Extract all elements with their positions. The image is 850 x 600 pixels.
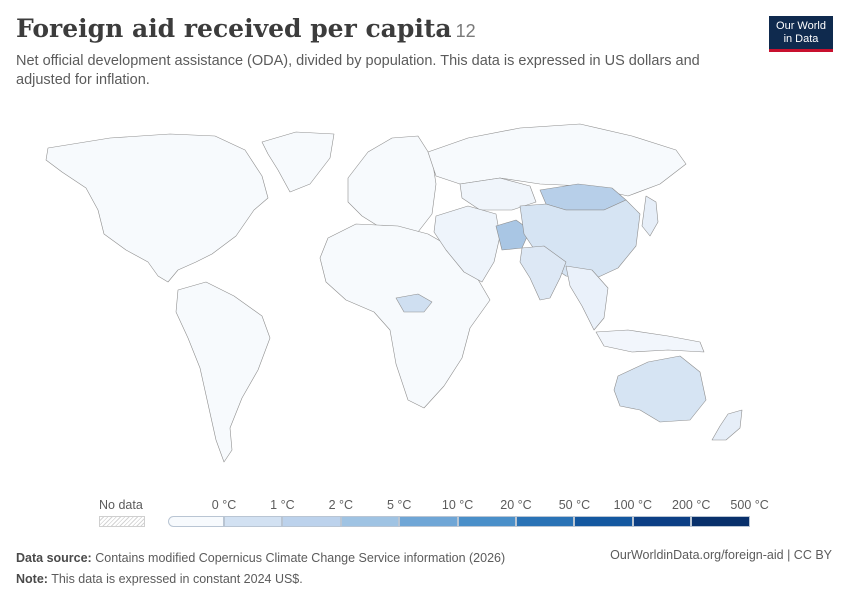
footer-sources: Data source: Contains modified Copernicu… bbox=[16, 548, 505, 590]
chart-title: Foreign aid received per capita 12 bbox=[16, 14, 476, 43]
map-region-greenland[interactable] bbox=[261, 131, 335, 193]
title-count: 12 bbox=[455, 21, 476, 41]
legend-tick-label: 100 °C bbox=[613, 498, 652, 512]
legend-bin[interactable] bbox=[691, 516, 750, 527]
legend-tick-label: 0 °C bbox=[211, 498, 237, 512]
owid-logo[interactable]: Our World in Data bbox=[769, 16, 833, 52]
data-source-text: Contains modified Copernicus Climate Cha… bbox=[95, 551, 506, 565]
map-region-new-zealand[interactable] bbox=[711, 409, 743, 441]
note-line: Note: This data is expressed in constant… bbox=[16, 569, 505, 590]
country-shapes bbox=[45, 123, 743, 463]
legend-bin[interactable] bbox=[632, 516, 692, 527]
map-region-india[interactable] bbox=[519, 245, 567, 301]
map-region-europe[interactable] bbox=[347, 135, 437, 237]
legend-tick-label: 20 °C bbox=[500, 498, 532, 512]
map-region-kazakhstan[interactable] bbox=[459, 177, 537, 211]
map-region-australia[interactable] bbox=[613, 355, 707, 423]
legend-tick-label: 5 °C bbox=[386, 498, 412, 512]
data-source-label: Data source: bbox=[16, 551, 92, 565]
legend-tick-label: 500 °C bbox=[730, 498, 769, 512]
map-region-southeast-asia[interactable] bbox=[565, 265, 609, 331]
legend-no-data-swatch bbox=[99, 516, 145, 527]
map-region-central-african-republic[interactable] bbox=[395, 293, 433, 313]
legend-bin[interactable] bbox=[399, 516, 458, 527]
legend-bin[interactable] bbox=[224, 516, 283, 527]
map-region-middle-east[interactable] bbox=[433, 205, 501, 283]
chart-subtitle: Net official development assistance (ODA… bbox=[16, 53, 700, 88]
note-text: This data is expressed in constant 2024 … bbox=[51, 572, 303, 586]
map-region-indonesia[interactable] bbox=[595, 329, 705, 353]
legend-tick-label: 200 °C bbox=[672, 498, 711, 512]
legend-bin-base[interactable] bbox=[168, 516, 224, 527]
legend-bin[interactable] bbox=[516, 516, 575, 527]
legend-bin[interactable] bbox=[457, 516, 516, 527]
legend-tick-label: 10 °C bbox=[441, 498, 474, 512]
data-source-line: Data source: Contains modified Copernicu… bbox=[16, 548, 505, 569]
legend-tick-label: 1 °C bbox=[270, 498, 295, 512]
map-region-japan[interactable] bbox=[641, 195, 659, 237]
legend-no-data-label: No data bbox=[99, 498, 143, 512]
map-region-north-america[interactable] bbox=[45, 133, 269, 283]
legend-tick-label: 50 °C bbox=[558, 498, 591, 512]
legend-bin[interactable] bbox=[340, 516, 400, 527]
map-region-africa[interactable] bbox=[319, 223, 491, 409]
map-legend: No data 0 °C 1 °C 2 °C 5 °C 10 °C 20 °C 50 °C 1… bbox=[0, 492, 850, 532]
legend-bin[interactable] bbox=[574, 516, 633, 527]
map-region-south-america[interactable] bbox=[175, 281, 271, 463]
map-region-afghanistan[interactable] bbox=[495, 219, 531, 251]
note-label: Note: bbox=[16, 572, 48, 586]
world-map[interactable] bbox=[0, 100, 850, 480]
title-text: Foreign aid received per capita bbox=[16, 14, 452, 43]
legend-tick-label: 2 °C bbox=[328, 498, 354, 512]
logo-line-1: Our World bbox=[776, 20, 826, 32]
footer-url-license[interactable]: OurWorldinData.org/foreign-aid | CC BY bbox=[610, 548, 832, 562]
legend-bin[interactable] bbox=[282, 516, 341, 527]
logo-line-2: in Data bbox=[783, 33, 819, 45]
